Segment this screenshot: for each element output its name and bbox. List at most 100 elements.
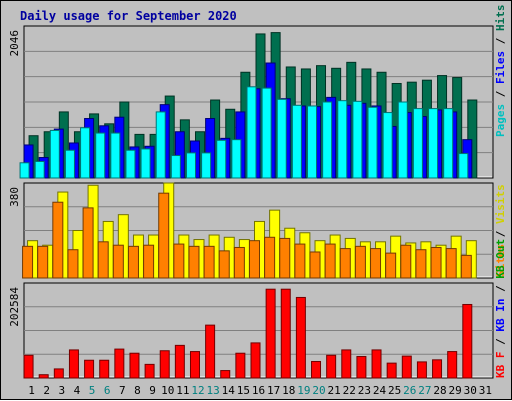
- series-label-sites: Sites: [494, 244, 507, 277]
- bar-sites-day-11: [173, 243, 185, 279]
- bar-sites-day-19: [294, 243, 306, 279]
- x-tick-label-day-16: 16: [252, 384, 265, 397]
- bar-sites-day-15: [233, 246, 245, 279]
- x-tick-label-day-14: 14: [222, 384, 236, 397]
- bar-kbytes-day-10: [159, 350, 170, 379]
- bar-sites-day-14: [218, 250, 230, 279]
- bar-pages-day-23: [352, 100, 363, 179]
- bar-pages-day-28: [428, 108, 439, 179]
- bar-pages-day-29: [443, 108, 454, 179]
- bar-pages-day-19: [291, 104, 302, 179]
- bar-pages-day-4: [64, 149, 75, 179]
- bar-sites-day-6: [97, 241, 109, 279]
- legend-kbytes: KB F / KB In / KB Out: [494, 239, 507, 378]
- x-tick-label-day-28: 28: [433, 384, 446, 397]
- bar-pages-day-30: [458, 153, 469, 179]
- bar-pages-day-20: [307, 105, 318, 179]
- bar-kbytes-day-13: [205, 324, 216, 379]
- bar-pages-day-25: [382, 112, 393, 179]
- series-label-kb-f: KB F: [494, 352, 507, 379]
- bar-pages-day-27: [412, 108, 423, 179]
- x-tick-label-day-6: 6: [104, 384, 111, 397]
- bar-kbytes-day-18: [280, 288, 291, 379]
- x-tick-label-day-15: 15: [237, 384, 250, 397]
- x-tick-label-day-7: 7: [119, 384, 126, 397]
- x-tick-label-day-22: 22: [343, 384, 356, 397]
- series-label-kb-in: KB In: [494, 299, 507, 332]
- label-separator: /: [494, 279, 507, 299]
- series-label-files: Files: [494, 51, 507, 84]
- bar-kbytes-day-30: [462, 303, 473, 379]
- bar-pages-day-18: [276, 98, 287, 179]
- bar-pages-day-6: [95, 132, 106, 179]
- bar-kbytes-day-24: [371, 349, 382, 379]
- bar-kbytes-day-12: [189, 351, 200, 379]
- bar-pages-day-7: [110, 132, 121, 179]
- x-tick-label-day-9: 9: [149, 384, 156, 397]
- x-tick-label-day-11: 11: [176, 384, 189, 397]
- bar-pages-day-15: [231, 139, 242, 179]
- bar-pages-day-1: [19, 162, 30, 179]
- bar-pages-day-13: [201, 152, 212, 179]
- x-tick-label-day-23: 23: [358, 384, 371, 397]
- bar-kbytes-day-26: [401, 355, 412, 379]
- x-tick-label-day-17: 17: [267, 384, 280, 397]
- bar-kbytes-day-9: [144, 363, 155, 379]
- bar-pages-day-14: [216, 139, 227, 179]
- bar-sites-day-10: [158, 192, 170, 279]
- bar-kbytes-day-14: [220, 370, 231, 379]
- x-tick-label-day-5: 5: [89, 384, 96, 397]
- bar-sites-day-20: [309, 251, 321, 279]
- bar-sites-day-30: [460, 254, 472, 279]
- bar-pages-day-5: [80, 127, 91, 179]
- bar-pages-day-22: [337, 100, 348, 179]
- bar-pages-day-3: [49, 129, 60, 179]
- x-tick-label-day-18: 18: [282, 384, 295, 397]
- bar-kbytes-day-2: [38, 374, 49, 379]
- x-tick-label-day-12: 12: [191, 384, 204, 397]
- series-label-hits: Hits: [494, 5, 507, 32]
- x-tick-label-day-3: 3: [59, 384, 66, 397]
- x-tick-label-day-25: 25: [388, 384, 401, 397]
- bar-sites-day-16: [249, 240, 260, 279]
- bar-kbytes-day-16: [250, 342, 261, 379]
- bar-kbytes-day-17: [265, 288, 276, 379]
- x-tick-label-day-1: 1: [28, 384, 35, 397]
- x-tick-label-day-2: 2: [43, 384, 50, 397]
- bar-sites-day-5: [82, 207, 94, 279]
- bar-pages-day-26: [397, 101, 408, 179]
- bar-kbytes-day-8: [129, 352, 140, 379]
- bar-kbytes-day-22: [341, 349, 352, 379]
- chart-title: Daily usage for September 2020: [20, 9, 237, 23]
- bar-pages-day-8: [125, 149, 136, 179]
- legend-hits-files-pages: Pages / Files / Hits: [494, 5, 507, 138]
- bar-kbytes-day-27: [416, 361, 427, 379]
- x-tick-label-day-20: 20: [312, 384, 325, 397]
- bar-pages-day-24: [367, 106, 378, 179]
- x-tick-label-day-10: 10: [161, 384, 174, 397]
- series-label-pages: Pages: [494, 104, 507, 137]
- bar-kbytes-day-29: [447, 351, 458, 379]
- bar-kbytes-day-6: [99, 359, 110, 379]
- x-tick-label-day-30: 30: [464, 384, 477, 397]
- bar-kbytes-day-11: [174, 344, 185, 379]
- bar-kbytes-day-25: [386, 362, 397, 379]
- x-tick-label-day-31: 31: [479, 384, 492, 397]
- bar-sites-day-9: [143, 244, 155, 279]
- x-tick-label-day-21: 21: [328, 384, 341, 397]
- bar-sites-day-17: [264, 236, 276, 279]
- bar-sites-day-2: [37, 245, 49, 279]
- x-tick-label-day-26: 26: [403, 384, 416, 397]
- bar-pages-day-11: [170, 155, 181, 179]
- bar-kbytes-day-4: [68, 349, 79, 379]
- bar-sites-day-8: [127, 245, 139, 279]
- bar-sites-day-7: [112, 244, 124, 279]
- label-separator: /: [494, 332, 507, 352]
- bar-kbytes-day-7: [114, 348, 125, 379]
- x-tick-label-day-27: 27: [418, 384, 431, 397]
- bar-pages-day-10: [155, 111, 166, 179]
- bar-sites-day-29: [445, 248, 457, 279]
- bar-pages-day-9: [140, 148, 151, 179]
- bar-kbytes-day-15: [235, 352, 246, 379]
